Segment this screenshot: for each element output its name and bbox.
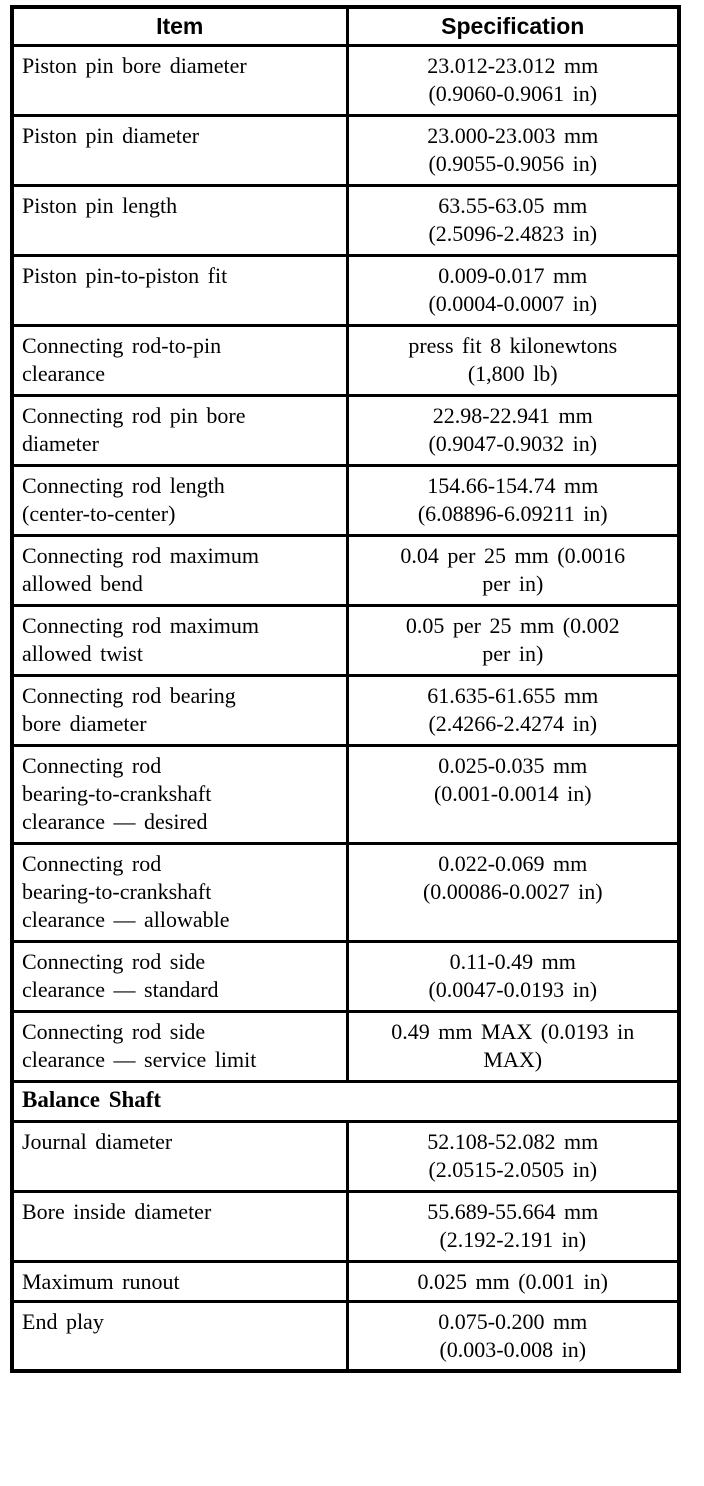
spec-cell: 0.009-0.017 mm (0.0004-0.0007 in) <box>345 253 681 327</box>
spec-cell: 0.025 mm (0.001 in) <box>345 1259 681 1303</box>
item-cell: Maximum runout <box>10 1259 349 1303</box>
table-row: Connecting rod bearing-to-crankshaft cle… <box>10 743 681 845</box>
spec-cell: 0.022-0.069 mm (0.00086-0.0027 in) <box>345 841 681 943</box>
item-cell: Piston pin-to-piston fit <box>10 253 349 327</box>
section-header-row: Balance Shaft <box>10 1079 681 1123</box>
column-header-specification: Specification <box>345 5 681 47</box>
spec-cell: 22.98-22.941 mm (0.9047-0.9032 in) <box>345 393 681 467</box>
table-row: Bore inside diameter 55.689-55.664 mm (2… <box>10 1189 681 1263</box>
table-row: Connecting rod maximum allowed twist 0.0… <box>10 603 681 677</box>
item-cell: Connecting rod maximum allowed bend <box>10 533 349 607</box>
item-cell: Connecting rod length (center-to-center) <box>10 463 349 537</box>
item-cell: Connecting rod side clearance — standard <box>10 939 349 1013</box>
item-cell: Connecting rod bearing-to-crankshaft cle… <box>10 743 349 845</box>
spec-cell: 23.012-23.012 mm (0.9060-0.9061 in) <box>345 43 681 117</box>
spec-cell: 0.075-0.200 mm (0.003-0.008 in) <box>345 1299 681 1373</box>
spec-cell: 23.000-23.003 mm (0.9055-0.9056 in) <box>345 113 681 187</box>
table-row: Connecting rod maximum allowed bend 0.04… <box>10 533 681 607</box>
item-cell: Piston pin bore diameter <box>10 43 349 117</box>
spec-cell: 0.49 mm MAX (0.0193 in MAX) <box>345 1009 681 1083</box>
spec-cell: 55.689-55.664 mm (2.192-2.191 in) <box>345 1189 681 1263</box>
spec-cell: 52.108-52.082 mm (2.0515-2.0505 in) <box>345 1119 681 1193</box>
spec-cell: press fit 8 kilonewtons (1,800 lb) <box>345 323 681 397</box>
table-row: Connecting rod side clearance — service … <box>10 1009 681 1083</box>
table-row: Connecting rod-to-pin clearance press fi… <box>10 323 681 397</box>
spec-cell: 0.11-0.49 mm (0.0047-0.0193 in) <box>345 939 681 1013</box>
table-row: Piston pin diameter 23.000-23.003 mm (0.… <box>10 113 681 187</box>
table-row: Piston pin-to-piston fit 0.009-0.017 mm … <box>10 253 681 327</box>
table-row: Connecting rod length (center-to-center)… <box>10 463 681 537</box>
item-cell: Connecting rod pin bore diameter <box>10 393 349 467</box>
item-cell: Connecting rod bearing bore diameter <box>10 673 349 747</box>
spec-cell: 154.66-154.74 mm (6.08896-6.09211 in) <box>345 463 681 537</box>
table-row: Piston pin bore diameter 23.012-23.012 m… <box>10 43 681 117</box>
item-cell: Connecting rod side clearance — service … <box>10 1009 349 1083</box>
item-cell: Bore inside diameter <box>10 1189 349 1263</box>
item-cell: Connecting rod-to-pin clearance <box>10 323 349 397</box>
spec-cell: 61.635-61.655 mm (2.4266-2.4274 in) <box>345 673 681 747</box>
table-row: Maximum runout 0.025 mm (0.001 in) <box>10 1259 681 1303</box>
spec-cell: 0.04 per 25 mm (0.0016 per in) <box>345 533 681 607</box>
table-row: Connecting rod bearing-to-crankshaft cle… <box>10 841 681 943</box>
item-cell: Journal diameter <box>10 1119 349 1193</box>
table-row: Connecting rod bearing bore diameter 61.… <box>10 673 681 747</box>
item-cell: Connecting rod maximum allowed twist <box>10 603 349 677</box>
item-cell: Piston pin diameter <box>10 113 349 187</box>
table-row: Connecting rod pin bore diameter 22.98-2… <box>10 393 681 467</box>
spec-cell: 63.55-63.05 mm (2.5096-2.4823 in) <box>345 183 681 257</box>
item-cell: Connecting rod bearing-to-crankshaft cle… <box>10 841 349 943</box>
table-row: Connecting rod side clearance — standard… <box>10 939 681 1013</box>
item-cell: Piston pin length <box>10 183 349 257</box>
table-row: Journal diameter 52.108-52.082 mm (2.051… <box>10 1119 681 1193</box>
spec-cell: 0.025-0.035 mm (0.001-0.0014 in) <box>345 743 681 845</box>
item-cell: End play <box>10 1299 349 1373</box>
specifications-table: Item Specification Piston pin bore diame… <box>10 5 681 1373</box>
table-row: End play 0.075-0.200 mm (0.003-0.008 in) <box>10 1299 681 1373</box>
column-header-item: Item <box>10 5 349 47</box>
table-row: Piston pin length 63.55-63.05 mm (2.5096… <box>10 183 681 257</box>
spec-cell: 0.05 per 25 mm (0.002 per in) <box>345 603 681 677</box>
table-header-row: Item Specification <box>10 5 681 47</box>
section-header-balance-shaft: Balance Shaft <box>10 1079 681 1123</box>
